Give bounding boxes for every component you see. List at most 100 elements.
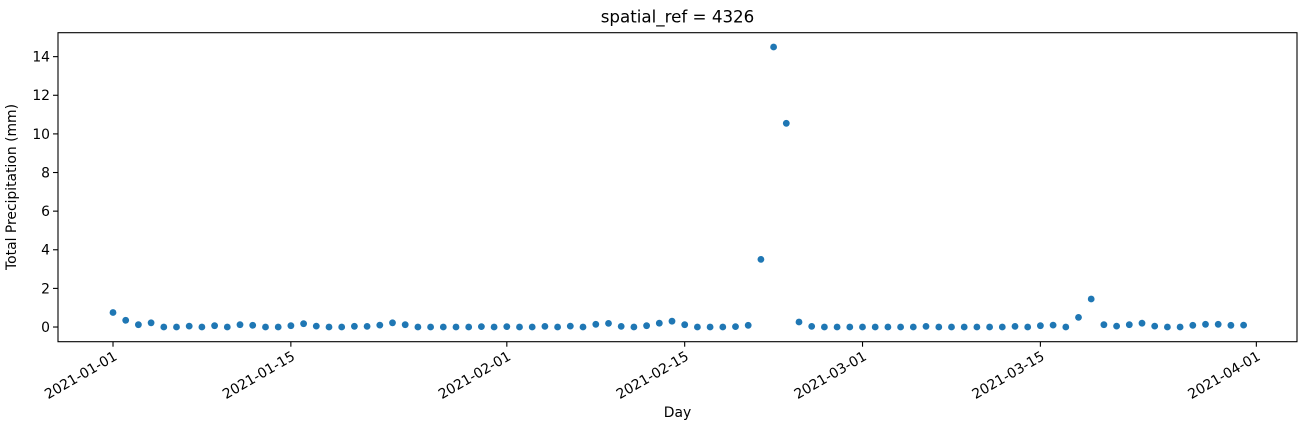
data-point — [541, 323, 549, 330]
y-axis: 0 2 4 6 8 10 12 14 — [32, 50, 58, 336]
data-point — [528, 323, 536, 331]
data-point — [795, 318, 803, 326]
data-point — [770, 43, 777, 51]
data-point — [1138, 319, 1146, 327]
data-point — [236, 321, 244, 329]
data-point — [617, 323, 625, 330]
data-point — [630, 323, 638, 331]
data-point — [1214, 320, 1222, 328]
data-point — [338, 323, 346, 331]
data-point — [1113, 322, 1120, 330]
data-point — [1075, 314, 1082, 321]
data-point — [1189, 321, 1197, 329]
x-tick-label: 2021-04-01 — [1185, 349, 1263, 403]
data-point — [744, 321, 752, 329]
x-tick-label: 2021-02-01 — [436, 349, 514, 403]
data-point — [211, 322, 219, 330]
data-point — [1227, 321, 1235, 329]
data-point — [706, 323, 714, 331]
data-point — [300, 320, 307, 328]
data-point — [643, 322, 650, 330]
data-point — [376, 321, 384, 329]
data-point — [1087, 295, 1095, 303]
y-axis-label: Total Precipitation (mm) — [4, 104, 20, 271]
data-point — [833, 323, 841, 331]
data-point — [490, 323, 498, 331]
data-point — [249, 321, 257, 329]
data-point — [439, 323, 447, 331]
data-point — [160, 323, 168, 331]
data-point — [1024, 323, 1032, 331]
data-point — [478, 323, 485, 330]
x-tick-label: 2021-02-15 — [614, 349, 692, 403]
x-axis-label: Day — [664, 405, 691, 421]
data-point — [389, 319, 396, 327]
data-point — [681, 321, 689, 329]
data-point — [821, 323, 828, 331]
data-point — [897, 323, 904, 331]
data-point — [1062, 323, 1070, 331]
data-point — [287, 322, 295, 330]
data-point — [198, 323, 206, 331]
data-point — [986, 323, 993, 331]
data-point — [351, 322, 358, 330]
data-point — [414, 323, 422, 331]
data-point — [1100, 321, 1108, 329]
data-point — [274, 323, 282, 331]
data-point — [871, 323, 879, 331]
data-point — [185, 322, 193, 330]
data-point — [973, 323, 981, 331]
plot-area — [57, 32, 1298, 343]
data-point — [884, 323, 892, 331]
chart-title: spatial_ref = 4326 — [601, 7, 755, 28]
data-point — [846, 323, 854, 331]
y-tick-label: 6 — [41, 204, 50, 220]
data-point — [173, 323, 180, 331]
data-point — [223, 323, 231, 331]
data-point — [960, 323, 968, 331]
data-point — [579, 323, 587, 331]
x-axis: 2021-01-01 2021-01-15 2021-02-01 2021-02-15… — [42, 341, 1263, 403]
data-point — [668, 317, 676, 325]
data-point — [262, 323, 269, 331]
data-point — [452, 323, 460, 331]
y-tick-label: 2 — [41, 281, 50, 297]
data-point — [1151, 322, 1159, 330]
data-point — [859, 323, 866, 331]
y-tick-label: 0 — [41, 320, 50, 336]
data-point — [605, 320, 612, 327]
data-point — [427, 323, 434, 331]
data-point — [122, 316, 130, 324]
data-point — [1240, 321, 1247, 329]
data-point — [465, 323, 473, 331]
data-point — [655, 319, 663, 327]
data-point — [135, 321, 142, 329]
data-point — [592, 320, 600, 328]
x-tick-label: 2021-01-01 — [42, 349, 120, 403]
data-points-group — [109, 43, 1247, 331]
data-point — [694, 323, 701, 331]
data-point — [922, 323, 930, 330]
y-tick-label: 8 — [41, 165, 50, 181]
data-point — [719, 323, 727, 331]
x-tick-label: 2021-03-01 — [792, 349, 870, 403]
data-point — [1176, 323, 1184, 331]
data-point — [1125, 321, 1133, 329]
y-tick-label: 14 — [32, 50, 50, 66]
data-point — [554, 323, 561, 331]
data-point — [401, 321, 409, 329]
data-point — [109, 309, 117, 316]
y-tick-label: 10 — [32, 127, 50, 143]
data-point — [757, 256, 765, 263]
data-point — [948, 323, 955, 331]
data-point — [1164, 323, 1171, 331]
x-tick-label: 2021-01-15 — [220, 349, 298, 403]
data-point — [566, 322, 574, 330]
data-point — [1037, 322, 1044, 330]
x-tick-label: 2021-03-15 — [969, 349, 1047, 403]
data-point — [935, 323, 943, 331]
data-point — [312, 322, 320, 330]
y-tick-label: 4 — [41, 243, 50, 259]
